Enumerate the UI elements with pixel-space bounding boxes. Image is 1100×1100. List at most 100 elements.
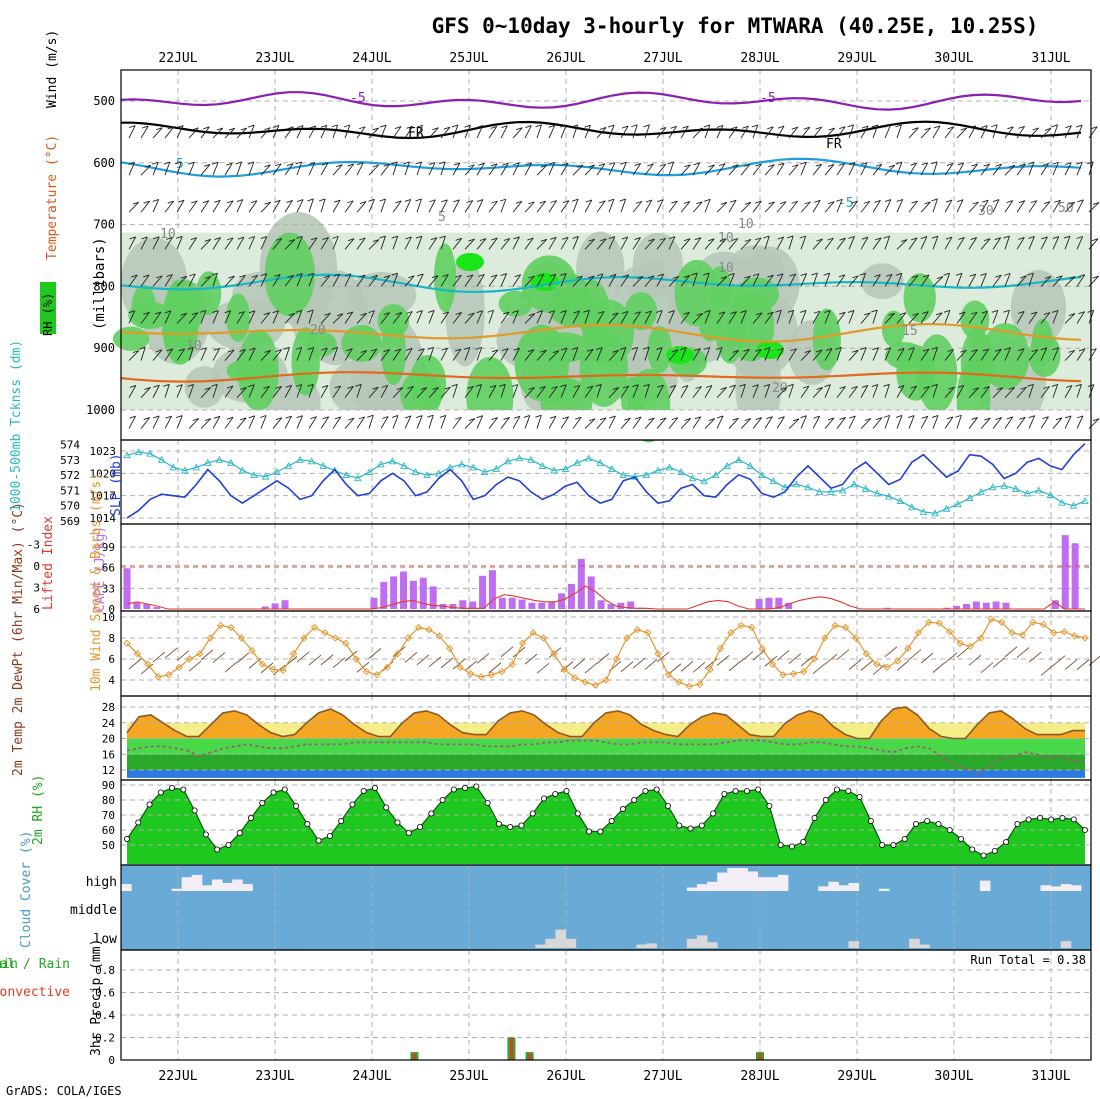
wind-speed-point [321, 629, 329, 637]
wind-barb-staff [620, 162, 627, 176]
wind-barb-flag [441, 347, 448, 351]
wind-barb-flag [478, 162, 485, 166]
wind-barb [404, 386, 414, 398]
wind-barb [920, 311, 929, 324]
wind-barb-staff [1040, 347, 1048, 361]
wind-barb-staff [440, 347, 448, 361]
wind-barb-flag [239, 349, 246, 352]
pressure-tick: 800 [93, 279, 115, 293]
wind-barb-flag [487, 309, 494, 313]
wind-barb-flag [778, 416, 785, 420]
wind-barb-staff [944, 273, 950, 287]
wind-barb-staff [368, 239, 380, 250]
wind-barb-staff [980, 386, 990, 398]
wind-barb-staff [632, 201, 643, 213]
wind-barb-staff [644, 124, 650, 139]
wind-barb [668, 200, 678, 213]
wind-barb-flag [847, 309, 855, 313]
wind-barb-flag [693, 162, 700, 166]
wind-barb [176, 199, 185, 213]
wind-barb-flag [528, 387, 535, 390]
wind-barb [620, 385, 630, 398]
wind-barb-flag [334, 416, 341, 420]
wind-barb-staff [452, 274, 462, 287]
rh-point [935, 821, 942, 828]
wind-barb [236, 236, 245, 250]
wind10-barb [344, 650, 358, 662]
wind-barb-flag [992, 199, 1000, 203]
wind-barb [272, 274, 281, 287]
wind-barb [884, 273, 893, 287]
wind-barb-staff [368, 386, 379, 398]
wind-barb [596, 273, 604, 287]
cape-bar [992, 601, 1000, 609]
wind-barb-flag [931, 346, 938, 350]
thickness-point [619, 471, 628, 479]
wind-barb [823, 272, 831, 287]
rh-point [743, 788, 750, 795]
wind-barb-staff [620, 236, 629, 250]
wind-barb-staff [548, 350, 560, 361]
wind-speed-point [602, 676, 610, 684]
wind-barb [500, 417, 510, 429]
wind-barb [380, 312, 391, 324]
wind-barb-flag [287, 274, 294, 278]
wind-barb-flag [777, 125, 785, 129]
rh-point [676, 822, 683, 829]
wind-barb-staff [572, 310, 580, 324]
wind-barb-flag [240, 127, 247, 131]
wind-speed-point [998, 618, 1006, 626]
wind-barb-staff [992, 237, 1002, 250]
cape-bar [755, 598, 763, 609]
wind-barb-flag [347, 200, 354, 204]
wind-barb [668, 236, 676, 250]
wind-barb-staff [908, 347, 915, 361]
wind-barb-flag [260, 236, 267, 239]
cape-bar [567, 583, 575, 609]
wind-barb-staff [308, 273, 315, 287]
wind-barb-staff [1052, 417, 1063, 429]
wind-barb [152, 349, 163, 361]
wind-barb-staff [284, 239, 296, 250]
wind-barb [752, 273, 760, 287]
wind-barb-staff [668, 236, 676, 250]
wind-barb-flag [274, 163, 282, 167]
wind-barb-staff [896, 273, 903, 287]
wind-barb [848, 275, 859, 287]
wind10-barb [1040, 665, 1054, 676]
wind10-barb [812, 663, 826, 675]
wind-barb-staff [992, 274, 1002, 287]
wind-barb-flag [204, 238, 211, 242]
wind-barb-staff [416, 236, 423, 250]
wind-barb [884, 347, 891, 361]
wind-barb-staff [140, 274, 150, 287]
wind-barb [571, 198, 579, 213]
cape-bar [143, 603, 151, 609]
wind-barb [332, 385, 342, 398]
wind-barb-staff [1016, 275, 1027, 287]
wind-barb [356, 312, 367, 324]
wind-barb [991, 124, 998, 139]
wind-barb-staff [680, 164, 691, 176]
thickness-point [192, 463, 201, 471]
wind-barb-staff [1040, 276, 1052, 287]
wind-barb-flag [513, 347, 520, 351]
wind-barb-flag [815, 126, 822, 130]
thickness-point [1069, 501, 1078, 509]
wind-barb-flag [1044, 276, 1051, 279]
cloud-bar-high [838, 885, 849, 891]
wind-barb [548, 415, 557, 429]
wind-barb-staff [620, 125, 629, 139]
wind-barb-staff [908, 415, 915, 429]
wind-barb-flag [176, 415, 183, 419]
wind-barb [344, 200, 354, 213]
wind-barb-flag [167, 126, 174, 130]
wind-barb-flag [250, 200, 258, 204]
wind-barb [740, 348, 750, 361]
wind-barb-staff [728, 238, 739, 250]
wind-barb-staff [176, 125, 184, 139]
wind-barb-flag [971, 163, 978, 167]
wind-barb [787, 383, 794, 398]
wind-speed-point [800, 667, 808, 676]
wind-barb-flag [367, 414, 374, 418]
